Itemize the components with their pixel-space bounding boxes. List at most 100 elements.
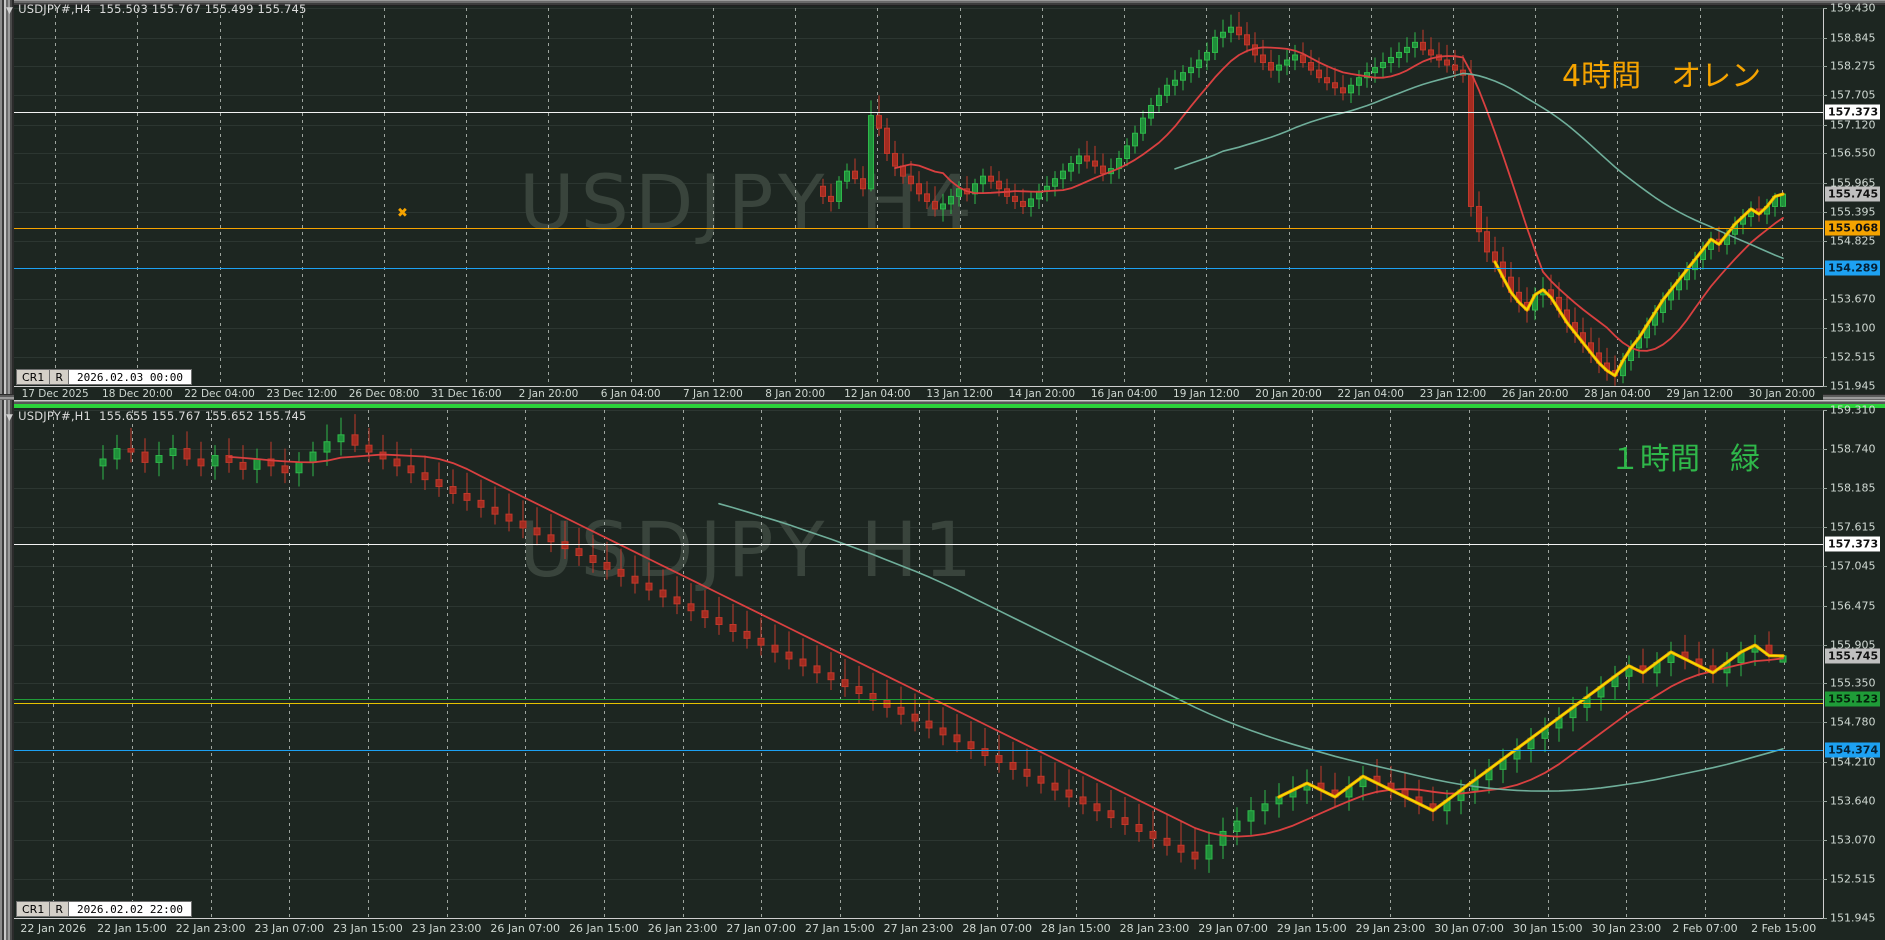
signal-orange-line [1493,192,1785,378]
vertical-gridline [682,410,684,918]
signal-yellow-line [1278,644,1784,812]
time-axis-label: 27 Jan 23:00 [883,922,954,935]
cr1-tool-label-h1[interactable]: CR1 [16,901,51,917]
price-axis-label-highlighted: 154.289 [1825,260,1881,276]
price-axis-tick [1823,182,1827,184]
price-axis-label: 153.100 [1830,321,1876,335]
price-axis-tick [1823,8,1827,9]
time-axis-label: 20 Jan 20:00 [1255,388,1322,400]
price-axis-tick [1823,298,1827,300]
price-level-line[interactable] [14,703,1823,705]
price-axis-tick [1823,66,1827,68]
price-axis-tick [1823,37,1827,39]
time-axis-label: 22 Jan 04:00 [1337,388,1404,400]
time-axis-label: 28 Jan 15:00 [1040,922,1111,935]
horizontal-gridline [14,327,1823,329]
time-axis-line-h1 [14,918,1823,919]
price-axis-label: 157.615 [1830,520,1876,534]
price-level-line[interactable] [14,543,1823,545]
chart-ohlc-open-h1: 155.655 [99,409,149,423]
price-axis-h1[interactable]: 159.310 158.740 158.185 157.615 157.373 157.0… [1823,404,1885,925]
price-axis-tick [1823,526,1827,528]
plot-area-h4[interactable]: USDJPY H4 4時間 オレン ✖ [14,8,1823,386]
chart-menu-caret-icon[interactable]: ▼ [6,6,14,16]
cr1-mode-label-h1[interactable]: R [49,901,69,917]
crosshair-marker-icon: ✖ [397,206,408,221]
window-titlebar-h1 [0,400,1885,408]
price-axis-tick [1823,410,1827,411]
price-level-line[interactable] [14,228,1823,230]
price-axis-tick [1823,240,1827,242]
vertical-gridline [839,410,841,918]
price-level-line[interactable] [14,698,1823,700]
time-axis-line-h4 [14,386,1823,387]
price-axis-tick [1823,386,1827,387]
price-axis-line-h1 [1823,410,1824,918]
chart-symbol-label-h1: USDJPY#,H1 [18,409,92,423]
vertical-gridline [53,410,55,918]
price-level-line[interactable] [14,750,1823,752]
price-level-line[interactable] [14,267,1823,269]
vertical-gridline [1075,410,1077,918]
time-axis-label: 19 Jan 12:00 [1173,388,1240,400]
price-axis-label: 157.120 [1830,118,1876,132]
time-axis-label: 30 Jan 15:00 [1512,922,1583,935]
vertical-gridline [959,8,961,386]
price-axis-label: 155.905 [1830,638,1876,652]
price-axis-tick [1823,761,1827,763]
price-axis-tick [1823,95,1827,97]
cr1-mode-label-h4[interactable]: R [49,369,69,385]
cr1-status-box-h1[interactable]: CR1 R 2026.02.02 22:00 [16,901,192,917]
chart-ohlc-open-h4: 155.503 [99,2,149,16]
price-axis-label: 159.310 [1830,403,1876,417]
chart-menu-caret-icon[interactable]: ▼ [6,413,14,423]
vertical-gridline [1452,8,1454,386]
ma-teal-line [1174,72,1784,260]
price-axis-tick [1823,449,1827,451]
chart-window-h4[interactable]: USDJPY H4 4時間 オレン ✖ ▼ USDJPY#,H4 155.503 1… [0,0,1885,400]
time-axis-h1[interactable]: 22 Jan 2026 22 Jan 15:00 22 Jan 23:00 23 Ja… [14,918,1823,940]
price-axis-tick [1823,801,1827,803]
vertical-gridline [548,8,550,386]
horizontal-gridline [14,37,1823,39]
plot-area-h1[interactable]: USDJPY H1 １時間 緑 [14,410,1823,918]
vertical-gridline [1705,410,1707,918]
price-axis-label-highlighted: 155.745 [1825,648,1881,664]
price-axis-label-highlighted: 157.373 [1825,104,1881,120]
vertical-gridline [525,410,527,918]
time-axis-label: 14 Jan 20:00 [1008,388,1076,400]
price-axis-label-highlighted: 155.123 [1825,691,1881,707]
price-axis-label: 156.550 [1830,146,1876,160]
ma-teal-line [718,502,1784,792]
chart-window-h1[interactable]: USDJPY H1 １時間 緑 ▼ USDJPY#,H1 155.655 155.7… [0,400,1885,940]
time-axis-label: 2 Feb 07:00 [1672,922,1738,935]
cr1-tool-label-h4[interactable]: CR1 [16,369,51,385]
cr1-status-box-h4[interactable]: CR1 R 2026.02.03 00:00 [16,369,192,385]
vertical-gridline [137,8,139,386]
price-axis-tick [1823,878,1827,880]
price-axis-tick [1823,722,1827,724]
price-axis-label: 157.045 [1830,559,1876,573]
chart-ohlc-high-h1: 155.767 [151,409,201,423]
chart-annotation-h4: 4時間 オレン [1562,59,1762,94]
time-axis-label: 2 Jan 20:00 [518,388,579,400]
price-level-line[interactable] [14,111,1823,113]
time-axis-label: 16 Jan 04:00 [1090,388,1158,400]
time-axis-label: 29 Jan 12:00 [1666,388,1733,400]
time-axis-h4[interactable]: 17 Dec 2025 18 Dec 20:00 22 Dec 04:00 23 De… [14,386,1823,400]
time-axis-label: 30 Jan 20:00 [1748,388,1816,400]
vertical-gridline [1041,8,1043,386]
chart-ohlc-close-h4: 155.745 [257,2,307,16]
time-axis-label: 26 Jan 15:00 [569,922,639,935]
vertical-gridline [1617,8,1619,386]
candlestick-series [99,414,1787,873]
price-axis-label: 157.705 [1830,88,1876,102]
time-axis-label: 23 Jan 15:00 [333,922,403,935]
vertical-gridline [210,410,212,918]
candlestick-series [820,12,1786,386]
price-axis-line-h4 [1823,8,1824,386]
price-axis-h4[interactable]: 159.430 158.845 158.275 157.705 157.373 157.1… [1823,2,1885,393]
price-axis-tick [1823,327,1827,329]
vertical-gridline [1124,8,1126,386]
price-axis-tick [1823,487,1827,489]
